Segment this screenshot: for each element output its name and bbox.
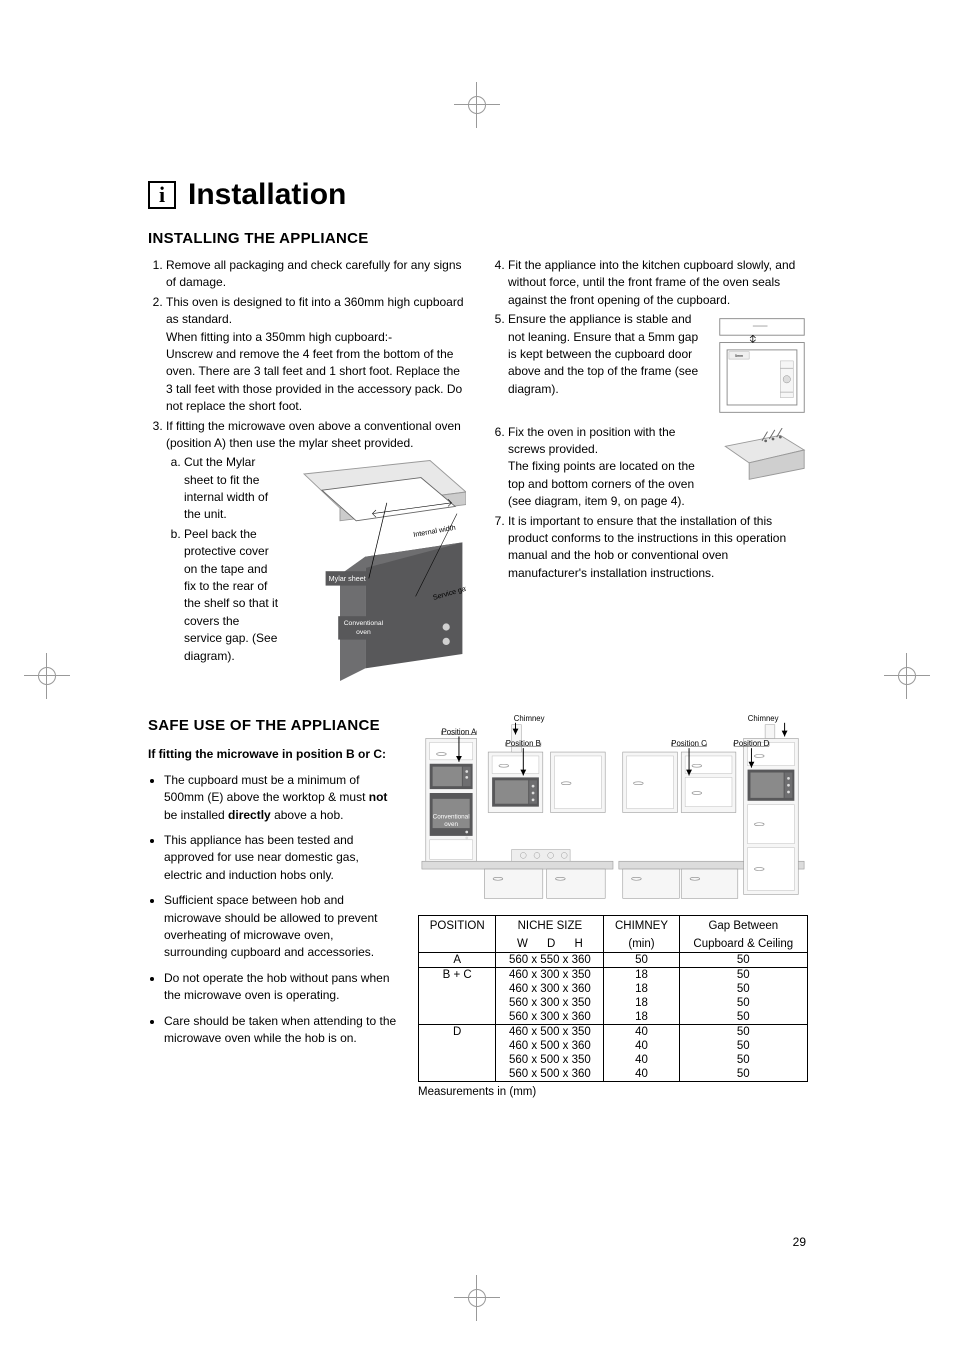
step-7: It is important to ensure that the insta… <box>508 513 808 583</box>
table-row: 560 x 500 x 3504050 <box>419 1053 808 1067</box>
section-heading-installing: INSTALLING THE APPLIANCE <box>148 230 808 247</box>
page-number: 29 <box>793 1235 806 1249</box>
th-niche: NICHE SIZE <box>496 915 604 934</box>
page-title: Installation <box>188 178 346 212</box>
safe-b1a: The cupboard must be a minimum of 500mm … <box>164 773 369 804</box>
th-gap: Gap Between <box>679 915 807 934</box>
svg-text:Chimney: Chimney <box>748 715 779 723</box>
step-3: If fitting the microwave oven above a co… <box>166 418 466 687</box>
svg-text:Conventional: Conventional <box>433 813 470 820</box>
step-5: 5mm Ensure the a <box>508 311 808 421</box>
th-h: H <box>575 938 583 950</box>
column-right: Fit the appliance into the kitchen cupbo… <box>490 257 808 689</box>
safe-b2: This appliance has been tested and appro… <box>164 832 398 884</box>
step-6b: The fixing points are located on the top… <box>508 459 695 508</box>
step-1: Remove all packaging and check carefully… <box>166 257 466 292</box>
gap-diagram: 5mm <box>716 315 808 421</box>
svg-text:Position B: Position B <box>506 739 541 748</box>
safe-b1: The cupboard must be a minimum of 500mm … <box>164 772 398 824</box>
safe-b4: Do not operate the hob without pans when… <box>164 970 398 1005</box>
th-w: W <box>517 938 528 950</box>
svg-text:Mylar sheet: Mylar sheet <box>329 574 366 583</box>
table-row: 460 x 300 x 3601850 <box>419 982 808 996</box>
step-2b: When fitting into a 350mm high cupboard:… <box>166 330 392 344</box>
th-position: POSITION <box>419 915 496 934</box>
safe-b1-not: not <box>369 790 388 804</box>
safe-b5: Care should be taken when attending to t… <box>164 1013 398 1048</box>
dimensions-table: POSITION NICHE SIZE CHIMNEY Gap Between … <box>418 915 808 1082</box>
step-6: Fix the oven in position with the screws… <box>508 424 808 511</box>
step-5-text: Ensure the appliance is stable and not l… <box>508 312 698 396</box>
table-row: A560 x 550 x 3605050 <box>419 952 808 967</box>
step-3-intro: If fitting the microwave oven above a co… <box>166 419 461 450</box>
table-caption: Measurements in (mm) <box>418 1086 808 1098</box>
svg-text:Position D: Position D <box>734 739 770 748</box>
svg-text:Conventional: Conventional <box>344 620 384 627</box>
positions-and-table: Conventional oven <box>418 715 808 1098</box>
mylar-diagram: Mylar sheet Internal width Service gap <box>286 456 466 686</box>
th-wdh: W D H <box>496 934 604 953</box>
svg-text:Position A: Position A <box>442 727 477 736</box>
table-row: 560 x 300 x 3601850 <box>419 1010 808 1025</box>
svg-text:Chimney: Chimney <box>514 715 545 723</box>
safe-use-text: SAFE USE OF THE APPLIANCE If fitting the… <box>148 715 398 1098</box>
table-row: D460 x 500 x 3504050 <box>419 1024 808 1039</box>
step-6a: Fix the oven in position with the screws… <box>508 425 675 456</box>
th-chimney: CHIMNEY <box>604 915 679 934</box>
step-2: This oven is designed to fit into a 360m… <box>166 294 466 416</box>
info-icon: i <box>148 181 176 209</box>
safe-b1b: be installed <box>164 808 228 822</box>
section-heading-safe: SAFE USE OF THE APPLIANCE <box>148 715 398 737</box>
svg-text:Internal width: Internal width <box>413 523 457 539</box>
svg-text:Position C: Position C <box>671 739 707 748</box>
crop-mark-right <box>894 663 920 689</box>
table-row: 560 x 300 x 3501850 <box>419 996 808 1010</box>
table-row: 560 x 500 x 3604050 <box>419 1067 808 1082</box>
table-row: 460 x 500 x 3604050 <box>419 1039 808 1053</box>
th-gap2: Cupboard & Ceiling <box>679 934 807 953</box>
safe-b1c: above a hob. <box>271 808 344 822</box>
column-left: Remove all packaging and check carefully… <box>148 257 466 689</box>
screw-diagram <box>716 428 808 488</box>
crop-mark-bottom <box>464 1285 490 1311</box>
safe-b1-directly: directly <box>228 808 271 822</box>
step-2c: Unscrew and remove the 4 feet from the b… <box>166 347 462 413</box>
th-d: D <box>547 938 555 950</box>
page-content: i Installation INSTALLING THE APPLIANCE … <box>148 178 808 1098</box>
svg-text:oven: oven <box>356 629 371 636</box>
crop-mark-left <box>34 663 60 689</box>
safe-b3: Sufficient space between hob and microwa… <box>164 892 398 962</box>
svg-text:5mm: 5mm <box>735 354 743 358</box>
step-4: Fit the appliance into the kitchen cupbo… <box>508 257 808 309</box>
crop-mark-top <box>464 92 490 118</box>
safe-sub: If fitting the microwave in position B o… <box>148 746 398 763</box>
th-min: (min) <box>604 934 679 953</box>
table-row: B + C460 x 300 x 3501850 <box>419 967 808 982</box>
svg-text:oven: oven <box>444 821 458 828</box>
positions-diagram: Conventional oven <box>418 715 808 900</box>
step-2a: This oven is designed to fit into a 360m… <box>166 295 464 326</box>
